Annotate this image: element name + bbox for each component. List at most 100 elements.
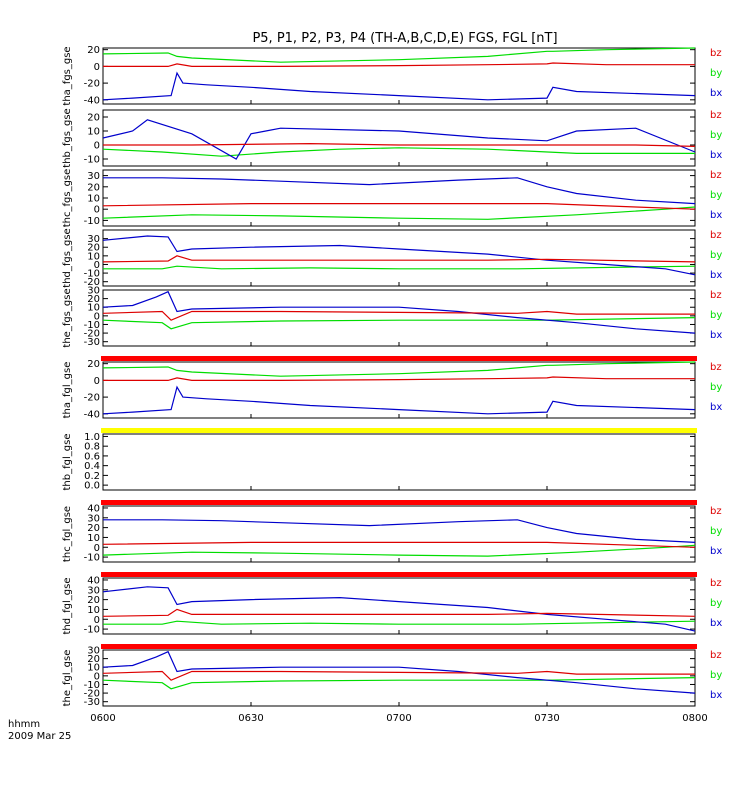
y-tick-label: -20 [84, 393, 100, 404]
y-tick-label: 20 [87, 45, 100, 56]
legend-bz: bz [710, 650, 722, 661]
y-tick-label: 10 [87, 251, 100, 262]
legend-bz: bz [710, 230, 722, 241]
y-tick-label: 0.0 [84, 481, 100, 492]
y-tick-label: 0 [94, 376, 100, 387]
y-tick-label: 10 [87, 127, 100, 138]
series-by-line [103, 620, 696, 625]
legend-bz: bz [710, 48, 722, 59]
legend-bx: bx [710, 330, 722, 341]
series-bz-line [103, 376, 695, 381]
series-bx-line [102, 385, 696, 415]
y-axis-label: thd_fgl_gse [62, 578, 73, 635]
status-bar-red [101, 644, 697, 649]
y-tick-label: 0 [94, 205, 100, 216]
series-bz-line [102, 541, 696, 548]
panel-frame [102, 505, 696, 563]
y-tick-label: 30 [87, 171, 100, 182]
y-tick-label: 30 [87, 646, 100, 657]
y-tick-label: 30 [87, 286, 100, 297]
x-axis: 0600 0630 0700 0730 0800 [90, 713, 707, 724]
y-axis-label: thb_fgs_gse [62, 108, 73, 167]
series-bx-line [102, 290, 696, 334]
y-tick-label: 20 [87, 182, 100, 193]
series-bx-line [102, 650, 696, 694]
y-tick-label: -10 [84, 625, 100, 636]
legend-by: by [710, 382, 722, 393]
y-tick-label: 20 [87, 654, 100, 665]
series-by-line [102, 317, 696, 330]
status-bar-yellow [101, 428, 697, 433]
series-by-line [102, 677, 696, 690]
y-tick-label: 30 [87, 585, 100, 596]
legend-bz: bz [710, 578, 722, 589]
y-tick-label: -30 [84, 697, 100, 708]
y-axis-label: the_fgl_gse [62, 650, 73, 707]
panel-frame [102, 649, 696, 707]
date-label: 2009 Mar 25 [8, 731, 71, 742]
panel-frame [102, 577, 696, 635]
y-tick-label: 20 [87, 243, 100, 254]
y-tick-label: -20 [84, 689, 100, 700]
series-bz-line [102, 608, 696, 617]
y-axis-label: tha_fgs_gse [62, 46, 73, 105]
y-tick-label: 0 [94, 615, 100, 626]
y-tick-label: 20 [87, 595, 100, 606]
panel-frame [102, 109, 696, 167]
y-tick-label: 30 [87, 513, 100, 524]
y-axis-label: thc_fgl_gse [62, 506, 73, 562]
legend-bx: bx [710, 546, 722, 557]
x-tick-label: 0800 [682, 713, 707, 724]
legend-bx: bx [710, 210, 722, 221]
legend-by: by [710, 598, 722, 609]
series-by-line [103, 265, 696, 270]
panel-frame [102, 289, 696, 347]
x-tick-label: 0630 [238, 713, 263, 724]
series-by-line [102, 206, 696, 220]
status-bar-red [101, 500, 697, 505]
y-tick-label: 30 [87, 234, 100, 245]
panel-tha_fgs_gse: 20 0 -20 -40 tha_fgs_gse bz by bx [62, 45, 722, 106]
legend-bz: bz [710, 290, 722, 301]
y-axis-label: tha_fgl_gse [62, 362, 73, 419]
panel-thb_fgl_gse: 1.00.80.60.40.20.0 thb_fgl_gse [62, 428, 697, 492]
legend-bx: bx [710, 402, 722, 413]
y-tick-label: -10 [84, 155, 100, 166]
y-tick-label: -20 [84, 329, 100, 340]
y-tick-label: 20 [87, 294, 100, 305]
y-tick-label: 0.8 [84, 442, 100, 453]
y-tick-label: -10 [84, 269, 100, 280]
series-bx-line [103, 177, 696, 205]
series-bz-line [103, 142, 696, 147]
legend-bx: bx [710, 270, 722, 281]
legend-by: by [710, 130, 722, 141]
y-tick-label: 0 [94, 141, 100, 152]
legend-by: by [710, 68, 722, 79]
y-axis-label: thb_fgl_gse [62, 434, 73, 491]
y-tick-label: 40 [87, 575, 100, 586]
legend-bz: bz [710, 170, 722, 181]
legend-by: by [710, 670, 722, 681]
legend-by: by [710, 526, 722, 537]
x-tick-label: 0730 [534, 713, 559, 724]
y-tick-label: 20 [87, 113, 100, 124]
y-axis-label: thc_fgs_gse [62, 169, 73, 228]
legend-bz: bz [710, 110, 722, 121]
panel-thb_fgs_gse: 20 10 0 -10 thb_fgs_gse bz by bx [62, 108, 722, 167]
legend-bz: bz [710, 506, 722, 517]
series-by-line [102, 544, 696, 557]
legend-by: by [710, 310, 722, 321]
status-bar-red [101, 356, 697, 361]
y-tick-label: 20 [87, 359, 100, 370]
x-axis-label-hhmm: hhmm [8, 719, 40, 730]
series-bz-line [102, 670, 695, 681]
y-axis-label: thd_fgs_gse [62, 228, 73, 287]
legend-bx: bx [710, 88, 722, 99]
y-tick-label: -30 [84, 337, 100, 348]
